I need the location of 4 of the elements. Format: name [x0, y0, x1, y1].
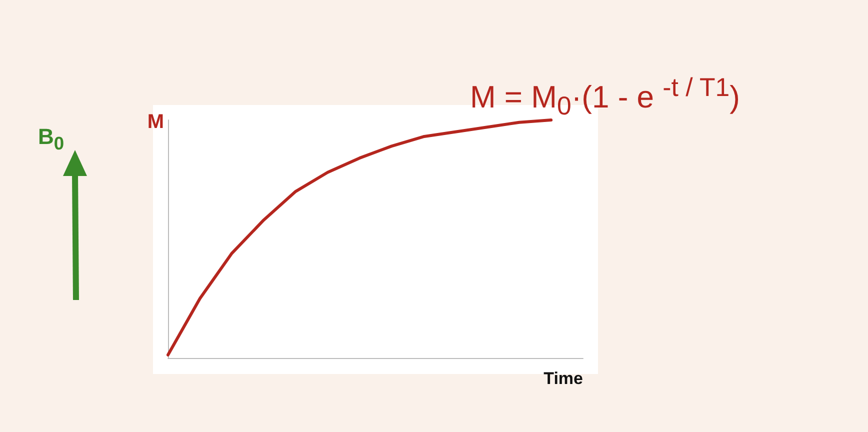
- x-axis-title: Time: [544, 369, 583, 388]
- y-axis-title: M: [147, 111, 164, 133]
- annotation: M = M$_{0}$·(1 - e $^{-t / T1}$): [470, 73, 740, 123]
- text: B$_{0}$: [38, 124, 64, 156]
